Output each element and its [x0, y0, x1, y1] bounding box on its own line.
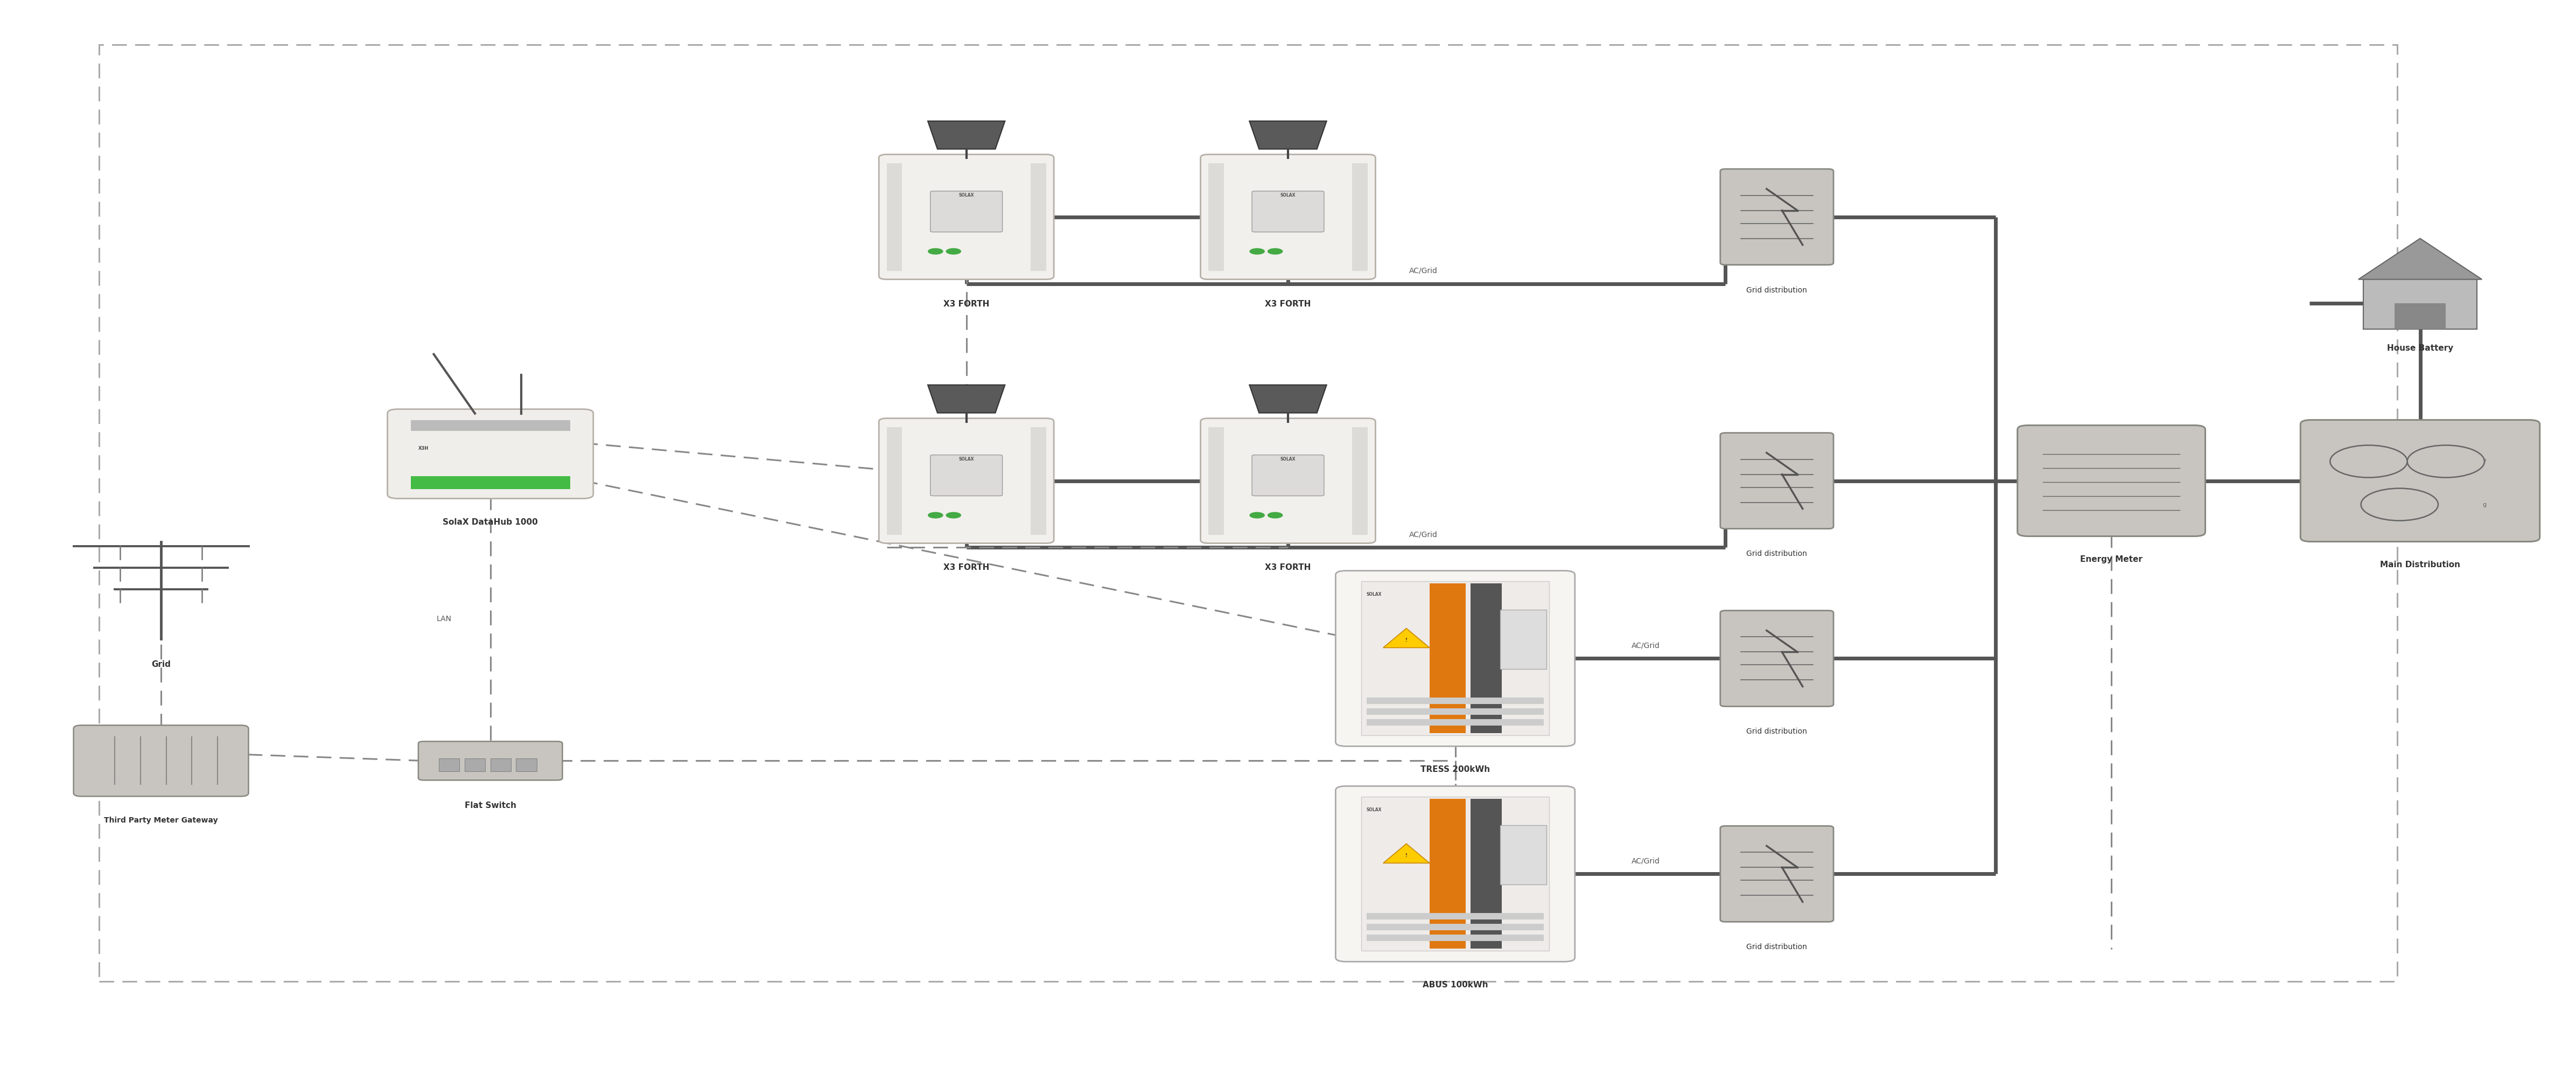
Bar — [1430, 583, 1466, 733]
FancyBboxPatch shape — [1252, 455, 1324, 496]
Bar — [886, 163, 902, 271]
Circle shape — [1249, 248, 1265, 255]
Text: g: g — [2483, 502, 2486, 508]
FancyBboxPatch shape — [878, 154, 1054, 280]
Circle shape — [945, 512, 961, 518]
FancyBboxPatch shape — [75, 726, 247, 796]
Circle shape — [1267, 248, 1283, 255]
Bar — [438, 758, 459, 771]
FancyBboxPatch shape — [1334, 786, 1574, 961]
FancyBboxPatch shape — [1721, 826, 1834, 922]
Text: X3 FORTH: X3 FORTH — [943, 300, 989, 308]
Bar — [1471, 799, 1502, 948]
Bar — [410, 420, 569, 431]
Bar — [1365, 934, 1543, 941]
Bar — [489, 758, 510, 771]
Polygon shape — [1249, 121, 1327, 149]
Bar — [1030, 427, 1046, 535]
Bar — [1365, 914, 1543, 920]
Bar — [2396, 303, 2445, 329]
Bar — [1430, 799, 1466, 948]
Text: X3 FORTH: X3 FORTH — [1265, 300, 1311, 308]
Bar — [1365, 698, 1543, 704]
FancyBboxPatch shape — [1252, 191, 1324, 232]
FancyBboxPatch shape — [2300, 420, 2540, 541]
FancyBboxPatch shape — [2017, 426, 2205, 537]
Text: House Battery: House Battery — [2388, 345, 2452, 352]
Text: SOLAX: SOLAX — [1280, 193, 1296, 198]
Bar — [1352, 163, 1368, 271]
Text: Third Party Meter Gateway: Third Party Meter Gateway — [103, 816, 219, 824]
Text: AC/Grid: AC/Grid — [1409, 267, 1437, 274]
Bar — [1360, 581, 1548, 735]
Bar — [2365, 278, 2476, 329]
Text: AC/Grid: AC/Grid — [1409, 531, 1437, 539]
Bar — [1499, 610, 1546, 670]
Polygon shape — [1383, 629, 1430, 648]
Bar — [410, 476, 569, 489]
Bar — [1365, 719, 1543, 726]
Bar — [1365, 708, 1543, 715]
FancyBboxPatch shape — [878, 418, 1054, 543]
Text: X3H: X3H — [417, 446, 428, 450]
Text: SOLAX: SOLAX — [1365, 592, 1381, 597]
Text: X3 FORTH: X3 FORTH — [943, 564, 989, 571]
Polygon shape — [1249, 384, 1327, 413]
Text: ?: ? — [2483, 459, 2486, 464]
Text: SOLAX: SOLAX — [1280, 457, 1296, 461]
Bar — [1499, 825, 1546, 885]
FancyBboxPatch shape — [930, 455, 1002, 496]
Text: SOLAX: SOLAX — [1365, 808, 1381, 812]
Bar — [1208, 163, 1224, 271]
Bar — [1471, 583, 1502, 733]
Text: Grid distribution: Grid distribution — [1747, 728, 1808, 735]
Text: TRESS 200kWh: TRESS 200kWh — [1419, 766, 1489, 773]
Bar — [1208, 427, 1224, 535]
FancyBboxPatch shape — [1721, 610, 1834, 706]
FancyBboxPatch shape — [1334, 570, 1574, 746]
Text: Grid distribution: Grid distribution — [1747, 943, 1808, 950]
Circle shape — [927, 248, 943, 255]
FancyBboxPatch shape — [1200, 418, 1376, 543]
Text: ABUS 100kWh: ABUS 100kWh — [1422, 981, 1489, 989]
Bar — [1352, 427, 1368, 535]
Bar — [1365, 924, 1543, 930]
Text: SOLAX: SOLAX — [958, 457, 974, 461]
FancyBboxPatch shape — [930, 191, 1002, 232]
Bar — [1030, 163, 1046, 271]
Text: AC/Grid: AC/Grid — [1631, 642, 1659, 649]
FancyBboxPatch shape — [1721, 168, 1834, 265]
Text: LAN: LAN — [435, 616, 451, 623]
Text: Grid distribution: Grid distribution — [1747, 286, 1808, 294]
Text: Energy Meter: Energy Meter — [2081, 555, 2143, 564]
Text: Grid distribution: Grid distribution — [1747, 550, 1808, 557]
Polygon shape — [1383, 843, 1430, 863]
FancyBboxPatch shape — [386, 409, 592, 499]
FancyBboxPatch shape — [1200, 154, 1376, 280]
Circle shape — [1249, 512, 1265, 518]
Circle shape — [1267, 512, 1283, 518]
Text: Grid: Grid — [152, 661, 170, 669]
Circle shape — [927, 512, 943, 518]
Text: X3 FORTH: X3 FORTH — [1265, 564, 1311, 571]
Polygon shape — [2360, 239, 2481, 280]
Text: Main Distribution: Main Distribution — [2380, 561, 2460, 569]
Bar — [886, 427, 902, 535]
Bar — [464, 758, 484, 771]
Circle shape — [945, 248, 961, 255]
Text: Flat Switch: Flat Switch — [464, 801, 515, 810]
Polygon shape — [927, 384, 1005, 413]
FancyBboxPatch shape — [417, 741, 562, 780]
Polygon shape — [927, 121, 1005, 149]
Text: SolaX DataHub 1000: SolaX DataHub 1000 — [443, 518, 538, 526]
Bar — [1360, 797, 1548, 950]
Text: SOLAX: SOLAX — [958, 193, 974, 198]
Bar — [515, 758, 536, 771]
FancyBboxPatch shape — [1721, 433, 1834, 529]
Text: AC/Grid: AC/Grid — [1631, 858, 1659, 865]
